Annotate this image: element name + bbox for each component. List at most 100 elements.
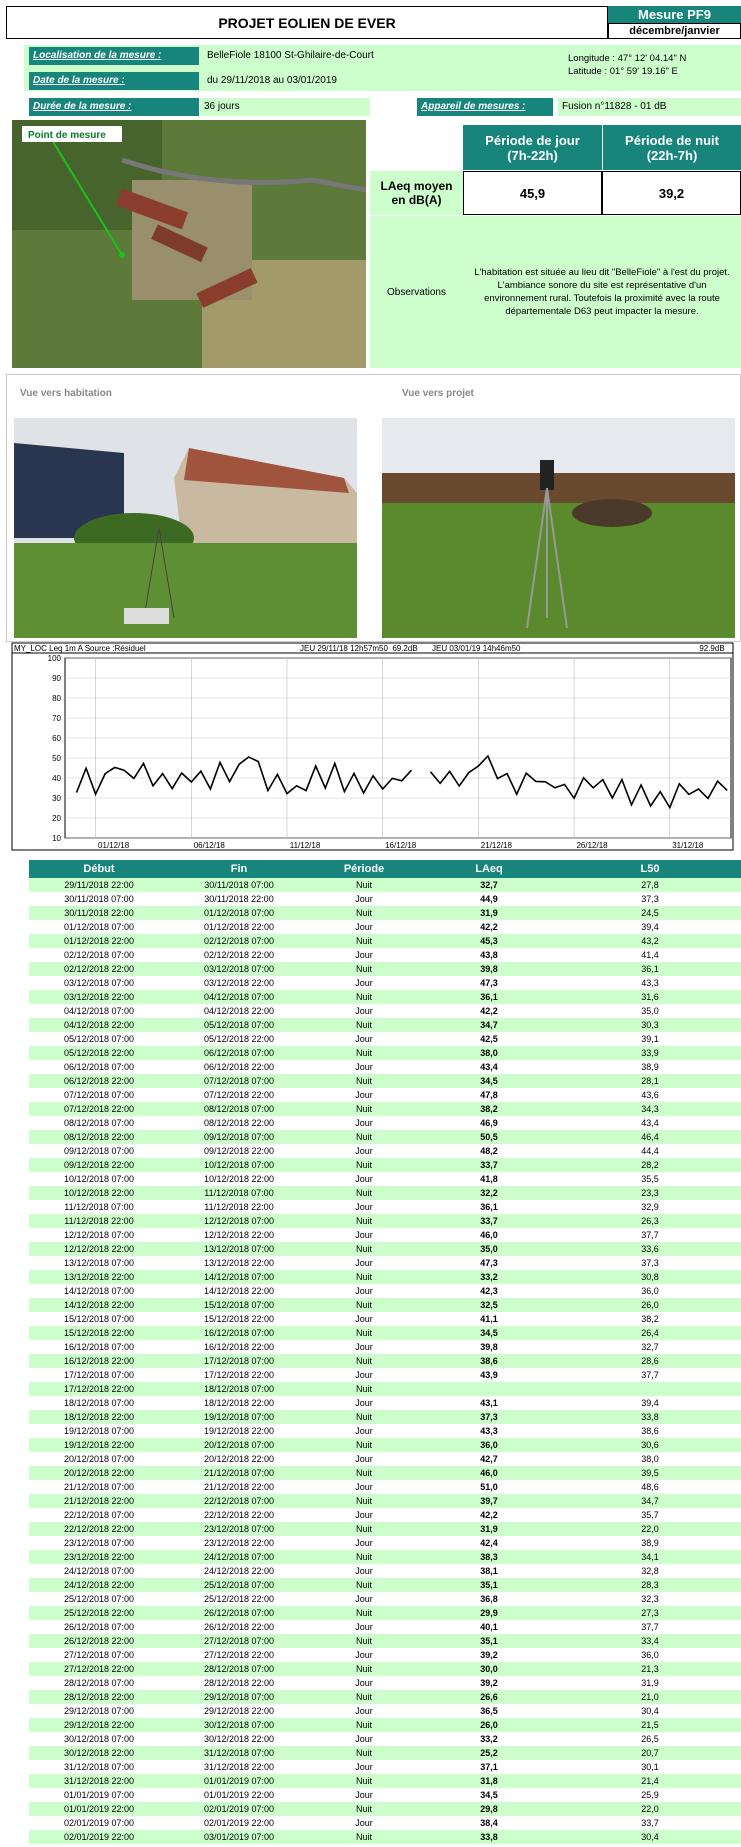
table-cell: 24/12/2018 07:00 (169, 1550, 309, 1564)
table-cell: 20/12/2018 22:00 (203, 1454, 275, 1464)
table-cell: 37,1 (480, 1762, 498, 1772)
table-row: 13/12/2018 07:00 13/12/2018 22:00 Jour 47,3… (29, 1256, 741, 1270)
table-cell: 37,3 (641, 1258, 659, 1268)
table-cell: 29,8 (419, 1802, 559, 1816)
table-cell: Nuit (309, 1214, 419, 1228)
table-cell: Jour (355, 1818, 373, 1828)
table-row: 20/12/2018 07:00 20/12/2018 22:00 Jour 42,7… (29, 1452, 741, 1466)
table-row: 31/12/2018 07:00 31/12/2018 22:00 Jour 37,1… (29, 1760, 741, 1774)
obs-paragraph: L'habitation est située au lieu dit "Bel… (474, 267, 730, 278)
table-cell: 43,4 (641, 1118, 659, 1128)
table-cell: 32,5 (419, 1298, 559, 1312)
table-cell: 07/12/2018 22:00 (29, 1102, 169, 1116)
table-cell: Nuit (309, 1074, 419, 1088)
y-tick-label: 60 (52, 734, 61, 743)
table-cell: 30,4 (641, 1706, 659, 1716)
photo-projet (382, 418, 735, 638)
table-cell: 19/12/2018 07:00 (169, 1410, 309, 1424)
table-cell: 04/12/2018 07:00 (63, 1006, 135, 1016)
table-cell: 38,1 (480, 1566, 498, 1576)
table-cell: 39,8 (419, 962, 559, 976)
table-cell: 23/12/2018 22:00 (29, 1550, 169, 1564)
table-cell: 18/12/2018 22:00 (203, 1398, 275, 1408)
table-cell: Jour (355, 1062, 373, 1072)
table-cell: Nuit (309, 1690, 419, 1704)
table-cell: Jour (355, 1314, 373, 1324)
table-cell: 36,0 (641, 1286, 659, 1296)
table-cell: 11/12/2018 07:00 (169, 1186, 309, 1200)
table-cell: Jour (355, 1174, 373, 1184)
table-cell: 41,8 (480, 1174, 498, 1184)
table-cell: Nuit (309, 1718, 419, 1732)
table-cell: 29/12/2018 07:00 (169, 1690, 309, 1704)
table-cell: 22/12/2018 22:00 (29, 1522, 169, 1536)
table-cell: 17/12/2018 22:00 (203, 1370, 275, 1380)
photo-caption: Vue vers projet (402, 388, 474, 399)
table-cell: 32,9 (641, 1202, 659, 1212)
grass (14, 543, 357, 638)
table-row: 06/12/2018 07:00 06/12/2018 22:00 Jour 43,4… (29, 1060, 741, 1074)
table-cell: 42,2 (480, 1006, 498, 1016)
table-cell: 07/12/2018 07:00 (169, 1074, 309, 1088)
table-cell: 23/12/2018 07:00 (63, 1538, 135, 1548)
table-cell: 37,3 (641, 894, 659, 904)
table-cell: 46,0 (419, 1466, 559, 1480)
table-cell: Jour (355, 1146, 373, 1156)
table-cell: 31,9 (419, 906, 559, 920)
table-cell: 22/12/2018 07:00 (63, 1510, 135, 1520)
location-label: Localisation de la mesure : (29, 47, 199, 65)
table-cell: 12/12/2018 07:00 (169, 1214, 309, 1228)
table-cell: Jour (355, 1762, 373, 1772)
table-cell: 39,2 (480, 1678, 498, 1688)
table-cell: 46,9 (480, 1118, 498, 1128)
x-tick-label: 01/12/18 (98, 841, 130, 850)
table-cell: 27,3 (559, 1606, 741, 1620)
y-tick-label: 70 (52, 714, 61, 723)
title: PROJET EOLIEN DE EVER (6, 6, 608, 39)
table-cell: 18/12/2018 07:00 (169, 1382, 309, 1396)
table-cell: 01/01/2019 22:00 (203, 1790, 275, 1800)
table-cell: Nuit (309, 1130, 419, 1144)
tripod (143, 527, 160, 619)
table-cell: 16/12/2018 07:00 (63, 1342, 135, 1352)
table-cell: 33,6 (559, 1242, 741, 1256)
table-row: 24/12/2018 07:00 24/12/2018 22:00 Jour 38,1… (29, 1564, 741, 1578)
table-cell: 19/12/2018 22:00 (29, 1438, 169, 1452)
table-cell: 02/01/2019 22:00 (203, 1818, 275, 1828)
table-cell: Nuit (309, 1494, 419, 1508)
table-cell: 34,7 (419, 1018, 559, 1032)
barn-roof (184, 448, 349, 493)
table-cell: 11/12/2018 07:00 (64, 1202, 134, 1212)
table-cell: 41,1 (480, 1314, 498, 1324)
table-cell: Nuit (309, 1046, 419, 1060)
table-cell: 22,0 (559, 1522, 741, 1536)
coords-bg (562, 45, 741, 91)
table-cell: 06/12/2018 07:00 (63, 1062, 135, 1072)
table-cell: 30,0 (419, 1662, 559, 1676)
table-row: 25/12/2018 07:00 25/12/2018 22:00 Jour 36,8… (29, 1592, 741, 1606)
table-row: 05/12/2018 07:00 05/12/2018 22:00 Jour 42,5… (29, 1032, 741, 1046)
date-label: Date de la mesure : (29, 72, 199, 90)
table-row: 15/12/2018 07:00 15/12/2018 22:00 Jour 41,1… (29, 1312, 741, 1326)
table-cell: 12/12/2018 22:00 (29, 1242, 169, 1256)
x-tick-label: 06/12/18 (194, 841, 226, 850)
table-cell: 39,4 (641, 1398, 659, 1408)
table-cell: 02/12/2018 22:00 (203, 950, 275, 960)
table-row: 27/12/2018 22:00 28/12/2018 07:00 Nuit 30,0… (29, 1662, 741, 1676)
table-cell: 15/12/2018 22:00 (29, 1326, 169, 1340)
table-row: 22/12/2018 07:00 22/12/2018 22:00 Jour 42,2… (29, 1508, 741, 1522)
table-cell: 36,5 (480, 1706, 498, 1716)
table-cell: 01/01/2019 22:00 (29, 1802, 169, 1816)
table-cell: 50,5 (419, 1130, 559, 1144)
table-cell: 02/12/2018 07:00 (63, 950, 135, 960)
device: Fusion n°11828 - 01 dB (558, 98, 741, 116)
table-cell: 42,7 (480, 1454, 498, 1464)
table-cell: Nuit (309, 1606, 419, 1620)
table-cell: 43,9 (480, 1370, 498, 1380)
table-cell: 14/12/2018 07:00 (169, 1270, 309, 1284)
device-label: Appareil de mesures : (417, 98, 553, 116)
table-cell: Jour (355, 1118, 373, 1128)
column-header: LAeq (419, 860, 559, 878)
table-cell: 01/12/2018 22:00 (29, 934, 169, 948)
table-cell: 06/12/2018 07:00 (169, 1046, 309, 1060)
